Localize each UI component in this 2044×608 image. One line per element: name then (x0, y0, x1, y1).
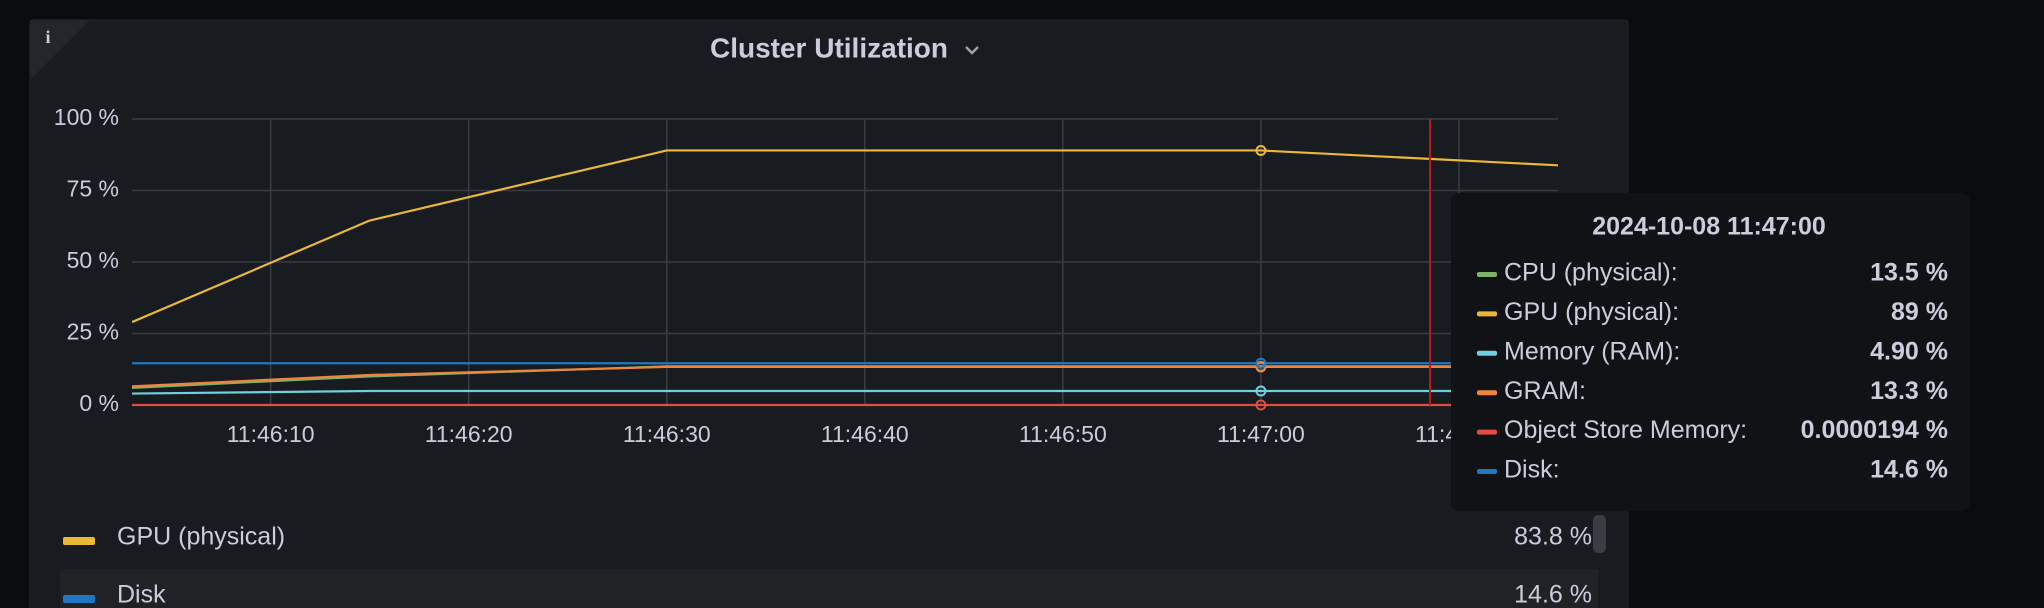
y-tick-label: 75 % (67, 176, 119, 202)
tooltip-value: 4.90 % (1870, 337, 1948, 365)
legend-swatch (63, 595, 95, 603)
tooltip-box (1451, 193, 1970, 511)
info-corner[interactable] (30, 20, 90, 80)
tooltip-name: Memory (RAM): (1504, 337, 1680, 365)
title-chevron[interactable] (965, 46, 979, 55)
tooltip-swatch (1477, 272, 1497, 277)
scrollbar[interactable] (1593, 515, 1606, 553)
y-tick-label: 0 % (79, 390, 119, 416)
tooltip-name: Object Store Memory: (1504, 416, 1747, 444)
tooltip-swatch (1477, 469, 1497, 474)
hover-point (1255, 399, 1267, 411)
series-line (132, 365, 1558, 388)
x-tick-label: 11:47:00 (1217, 421, 1305, 447)
info-icon: i (45, 27, 50, 47)
legend-name[interactable]: GPU (physical) (117, 523, 285, 551)
tooltip-value: 14.6 % (1870, 456, 1948, 484)
tooltip-swatch (1477, 390, 1497, 396)
y-tick-label: 100 % (54, 104, 119, 130)
plot: 0 % 25 % 50 % 75 % 100 % 11:46:10 11:46:20 11:4… (54, 104, 1558, 447)
series-line (132, 149, 1558, 324)
legend-swatch (63, 537, 95, 545)
tooltip-name: Disk: (1504, 456, 1560, 484)
panel (29, 19, 1629, 608)
x-tick-label: 11:46:20 (425, 421, 513, 447)
panel-title[interactable]: Cluster Utilization (710, 32, 948, 63)
hover-point (1255, 144, 1267, 156)
hover-point (1255, 357, 1267, 369)
y-tick-label: 25 % (67, 319, 119, 345)
tooltip: 2024-10-08 11:47:00 CPU (physical): 13.5 … (1451, 193, 1970, 511)
series-line (132, 389, 1558, 395)
y-tick-label: 50 % (67, 247, 119, 273)
tooltip-value: 13.5 % (1870, 259, 1948, 287)
hover-point (1255, 385, 1267, 397)
x-tick-label: 11:46:50 (1019, 421, 1107, 447)
hover-point (1255, 361, 1267, 373)
tooltip-swatch (1477, 350, 1497, 356)
x-tick-label: 11:46:40 (821, 421, 909, 447)
legend: GPU (physical) 83.8 % Disk 14.6 % (60, 523, 1598, 608)
tooltip-value: 0.0000194 % (1801, 416, 1948, 444)
tooltip-title: 2024-10-08 11:47:00 (1592, 213, 1826, 241)
legend-value: 83.8 % (1514, 523, 1592, 551)
series-group (132, 149, 1558, 407)
tooltip-name: CPU (physical): (1504, 259, 1678, 287)
legend-value: 14.6 % (1514, 581, 1592, 608)
x-tick-label: 11:46:10 (227, 421, 315, 447)
tooltip-swatch (1477, 429, 1497, 435)
legend-row-bg (60, 569, 1598, 608)
tooltip-swatch (1477, 311, 1497, 317)
tooltip-value: 13.3 % (1870, 377, 1948, 405)
tooltip-name: GRAM: (1504, 377, 1586, 405)
tooltip-value: 89 % (1891, 298, 1948, 326)
tooltip-name: GPU (physical): (1504, 298, 1679, 326)
x-tick-label: 11:46:30 (623, 421, 711, 447)
legend-name[interactable]: Disk (117, 581, 166, 608)
